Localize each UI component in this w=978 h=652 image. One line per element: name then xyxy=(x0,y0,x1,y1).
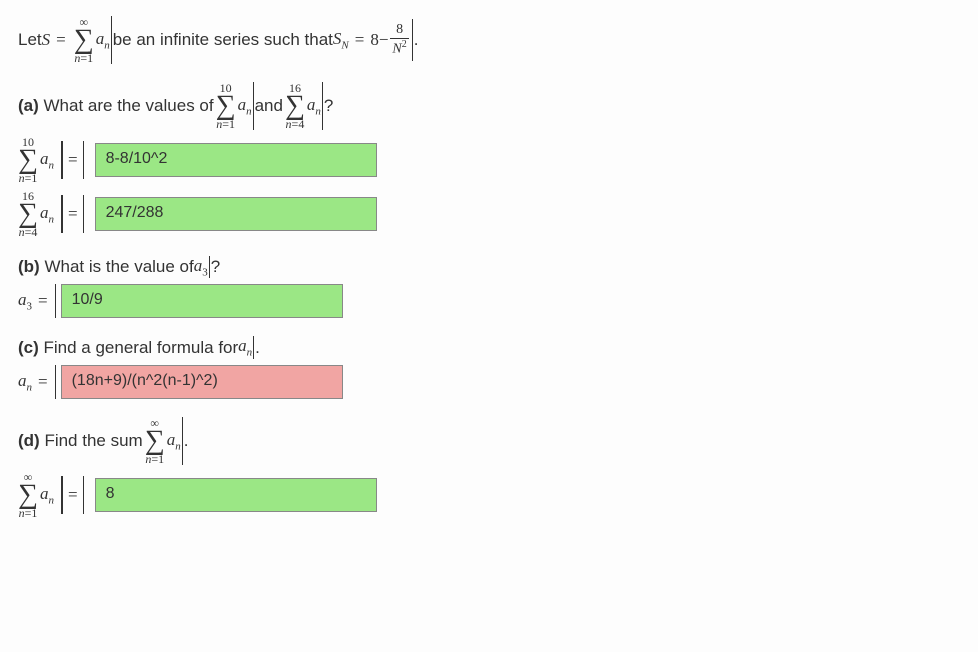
period: . xyxy=(414,30,419,50)
SN: SN xyxy=(333,29,349,51)
b-text: What is the value of xyxy=(40,257,194,276)
a-row1-sum: 10 ∑ n=1 xyxy=(18,136,38,184)
c-text: Find a general formula for xyxy=(39,338,238,357)
part-c-question: (c) Find a general formula for an . xyxy=(18,336,960,358)
equals-2: = xyxy=(355,30,365,50)
b-answer-row: a3 = 10/9 xyxy=(18,284,960,318)
minus: − xyxy=(379,30,389,50)
abs-rhs: 8 − 8 N2 xyxy=(370,19,413,61)
part-d-question: (d) Find the sum ∞ ∑ n=1 an . xyxy=(18,417,960,465)
c-input[interactable]: (18n+9)/(n^2(n-1)^2) xyxy=(61,365,343,399)
a-sum1: 10 ∑ n=1 an xyxy=(214,82,255,130)
c-label: (c) xyxy=(18,338,39,357)
mid-text: be an infinite series such that xyxy=(113,30,333,50)
abs-sum-1: ∞ ∑ n=1 an xyxy=(72,16,113,64)
a-input-2[interactable]: 247/288 xyxy=(95,197,377,231)
part-b-question: (b) What is the value of a3 ? xyxy=(18,256,960,278)
var-S: S xyxy=(42,30,51,50)
a-sum2: 16 ∑ n=4 an xyxy=(283,82,324,130)
b-input[interactable]: 10/9 xyxy=(61,284,343,318)
a-label: (a) xyxy=(18,96,39,115)
abs-bar xyxy=(111,16,112,64)
part-a-question: (a) What are the values of 10 ∑ n=1 an a… xyxy=(18,82,960,130)
sum-symbol: ∞ ∑ n=1 xyxy=(74,16,94,64)
a-text: What are the values of xyxy=(39,96,214,115)
d-answer-row: ∞ ∑ n=1 an = 8 xyxy=(18,471,960,519)
equals: = xyxy=(56,30,66,50)
a-q: ? xyxy=(324,96,333,116)
and: and xyxy=(255,96,283,116)
d-label: (d) xyxy=(18,431,40,450)
a-answer-row-2: 16 ∑ n=4 an = 247/288 xyxy=(18,190,960,238)
a-answer-row-1: 10 ∑ n=1 an = 8-8/10^2 xyxy=(18,136,960,184)
intro-line: Let S = ∞ ∑ n=1 an be an infinite series… xyxy=(18,16,960,64)
let-text: Let xyxy=(18,30,42,50)
eight: 8 xyxy=(370,30,379,50)
fraction: 8 N2 xyxy=(390,22,408,58)
a-row2-sum: 16 ∑ n=4 xyxy=(18,190,38,238)
an: an xyxy=(96,29,110,51)
c-answer-row: an = (18n+9)/(n^2(n-1)^2) xyxy=(18,365,960,399)
abs-bar-r xyxy=(412,19,413,61)
b-label: (b) xyxy=(18,257,40,276)
d-input[interactable]: 8 xyxy=(95,478,377,512)
d-text: Find the sum xyxy=(40,431,143,450)
a-input-1[interactable]: 8-8/10^2 xyxy=(95,143,377,177)
sum-lower: n=1 xyxy=(74,52,93,64)
